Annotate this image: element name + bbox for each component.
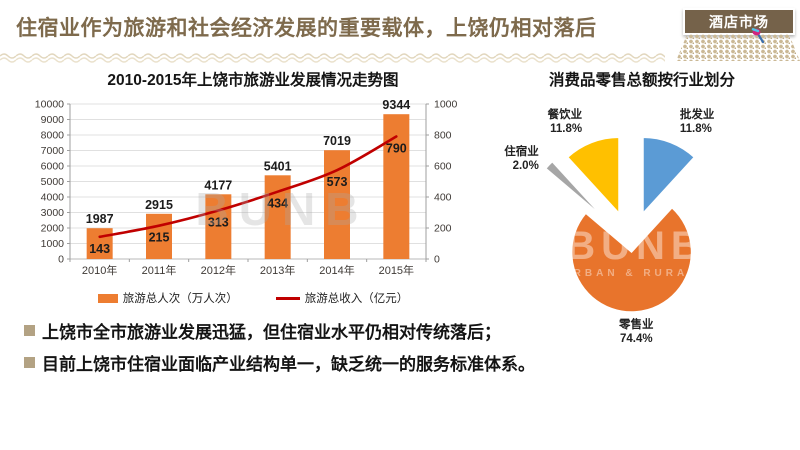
bar-series-label: 旅游总人次（万人次） xyxy=(122,293,238,305)
map-pin-icon xyxy=(751,28,765,44)
svg-text:5000: 5000 xyxy=(41,176,65,188)
bar xyxy=(86,228,113,259)
line-series-swatch-icon xyxy=(275,296,300,300)
svg-text:0: 0 xyxy=(58,254,64,266)
bar xyxy=(146,213,172,259)
pie-label: 零售业 74.4% xyxy=(618,317,654,345)
svg-text:434: 434 xyxy=(267,197,288,211)
svg-text:3000: 3000 xyxy=(41,207,65,219)
svg-text:2013年: 2013年 xyxy=(260,263,295,277)
section-badge-label: 酒店市场 xyxy=(709,13,769,30)
svg-text:1000: 1000 xyxy=(434,99,458,111)
svg-text:573: 573 xyxy=(327,175,348,189)
svg-text:2012年: 2012年 xyxy=(201,263,236,277)
bullet-item: 目前上饶市住宿业面临产业结构单一，缺乏统一的服务标准体系。 xyxy=(24,350,535,375)
svg-text:200: 200 xyxy=(434,223,452,235)
bar xyxy=(205,194,232,259)
svg-text:2000: 2000 xyxy=(41,223,65,235)
combo-chart-legend: 旅游总人次（万人次） 旅游总收入（亿元） xyxy=(22,290,484,306)
bullet-text: 上饶市全市旅游业发展迅猛，但住宿业水平仍相对传统落后； xyxy=(42,323,501,342)
pie-slice xyxy=(566,136,620,216)
pie-slice xyxy=(570,206,693,313)
bullet-item: 上饶市全市旅游业发展迅猛，但住宿业水平仍相对传统落后； xyxy=(24,318,535,343)
pie-chart-title: 消费品零售总额按行业划分 xyxy=(548,72,735,89)
section-badge: 酒店市场 xyxy=(683,8,795,35)
svg-text:1987: 1987 xyxy=(86,212,114,226)
bar xyxy=(324,150,350,259)
wavy-divider xyxy=(0,52,665,63)
bullet-text: 目前上饶市住宿业面临产业结构单一，缺乏统一的服务标准体系。 xyxy=(42,355,535,374)
page-title: 住宿业作为旅游和社会经济发展的重要载体，上饶仍相对落后 xyxy=(16,17,597,40)
svg-text:2010年: 2010年 xyxy=(82,263,117,277)
svg-text:5401: 5401 xyxy=(264,159,292,173)
svg-text:143: 143 xyxy=(89,242,110,256)
svg-text:2915: 2915 xyxy=(145,198,173,212)
woven-mat-graphic xyxy=(676,34,800,61)
bar xyxy=(383,114,410,259)
legend-item-bar-series: 旅游总人次（万人次） xyxy=(97,290,238,306)
bullet-square-icon xyxy=(24,325,35,336)
tourism-trend-chart-panel: 2010-2015年上饶市旅游业发展情况走势图 0 1000 2000 3000 400… xyxy=(22,66,484,306)
svg-text:2011年: 2011年 xyxy=(142,263,177,277)
svg-text:8000: 8000 xyxy=(41,130,65,142)
svg-text:9344: 9344 xyxy=(382,98,410,112)
svg-text:600: 600 xyxy=(434,161,452,173)
pie-label: 批发业 11.8% xyxy=(680,107,715,135)
line-series-label: 旅游总收入（亿元） xyxy=(304,293,409,305)
svg-text:2014年: 2014年 xyxy=(319,263,354,277)
pie-chart: 批发业 11.8% 零售业 74.4% 住宿业 2.0% 餐饮业 11.8% xyxy=(504,107,715,345)
pie-slice xyxy=(642,136,696,216)
legend-item-line-series: 旅游总收入（亿元） xyxy=(275,290,409,306)
bullet-square-icon xyxy=(24,357,35,368)
summary-bullets: 上饶市全市旅游业发展迅猛，但住宿业水平仍相对传统落后； 目前上饶市住宿业面临产业… xyxy=(24,318,535,382)
svg-text:7019: 7019 xyxy=(323,134,351,148)
svg-text:4177: 4177 xyxy=(204,178,232,192)
svg-text:9000: 9000 xyxy=(41,114,65,126)
svg-text:7000: 7000 xyxy=(41,145,65,157)
pie-label: 餐饮业 11.8% xyxy=(547,107,583,135)
revenue-line xyxy=(98,135,398,239)
svg-text:0: 0 xyxy=(434,254,440,266)
svg-text:2015年: 2015年 xyxy=(379,263,414,277)
svg-text:400: 400 xyxy=(434,192,452,204)
pie-slice xyxy=(544,160,605,219)
svg-text:10000: 10000 xyxy=(35,99,64,111)
combo-chart-title: 2010-2015年上饶市旅游业发展情况走势图 xyxy=(107,72,399,89)
combo-chart: 0100020003000400050006000700080009000100… xyxy=(35,98,458,277)
svg-text:1000: 1000 xyxy=(41,238,65,250)
svg-text:6000: 6000 xyxy=(41,161,65,173)
retail-share-pie-panel: 消费品零售总额按行业划分 批发业 11.8% 零售业 74.4% 住宿业 2.0% 餐饮业 1… xyxy=(488,66,796,359)
svg-text:800: 800 xyxy=(434,130,452,142)
svg-text:4000: 4000 xyxy=(41,192,65,204)
svg-text:215: 215 xyxy=(149,231,170,245)
pie-label: 住宿业 2.0% xyxy=(504,144,539,172)
svg-text:790: 790 xyxy=(386,142,407,156)
svg-text:313: 313 xyxy=(208,215,229,229)
bar-series-swatch-icon xyxy=(97,293,118,303)
